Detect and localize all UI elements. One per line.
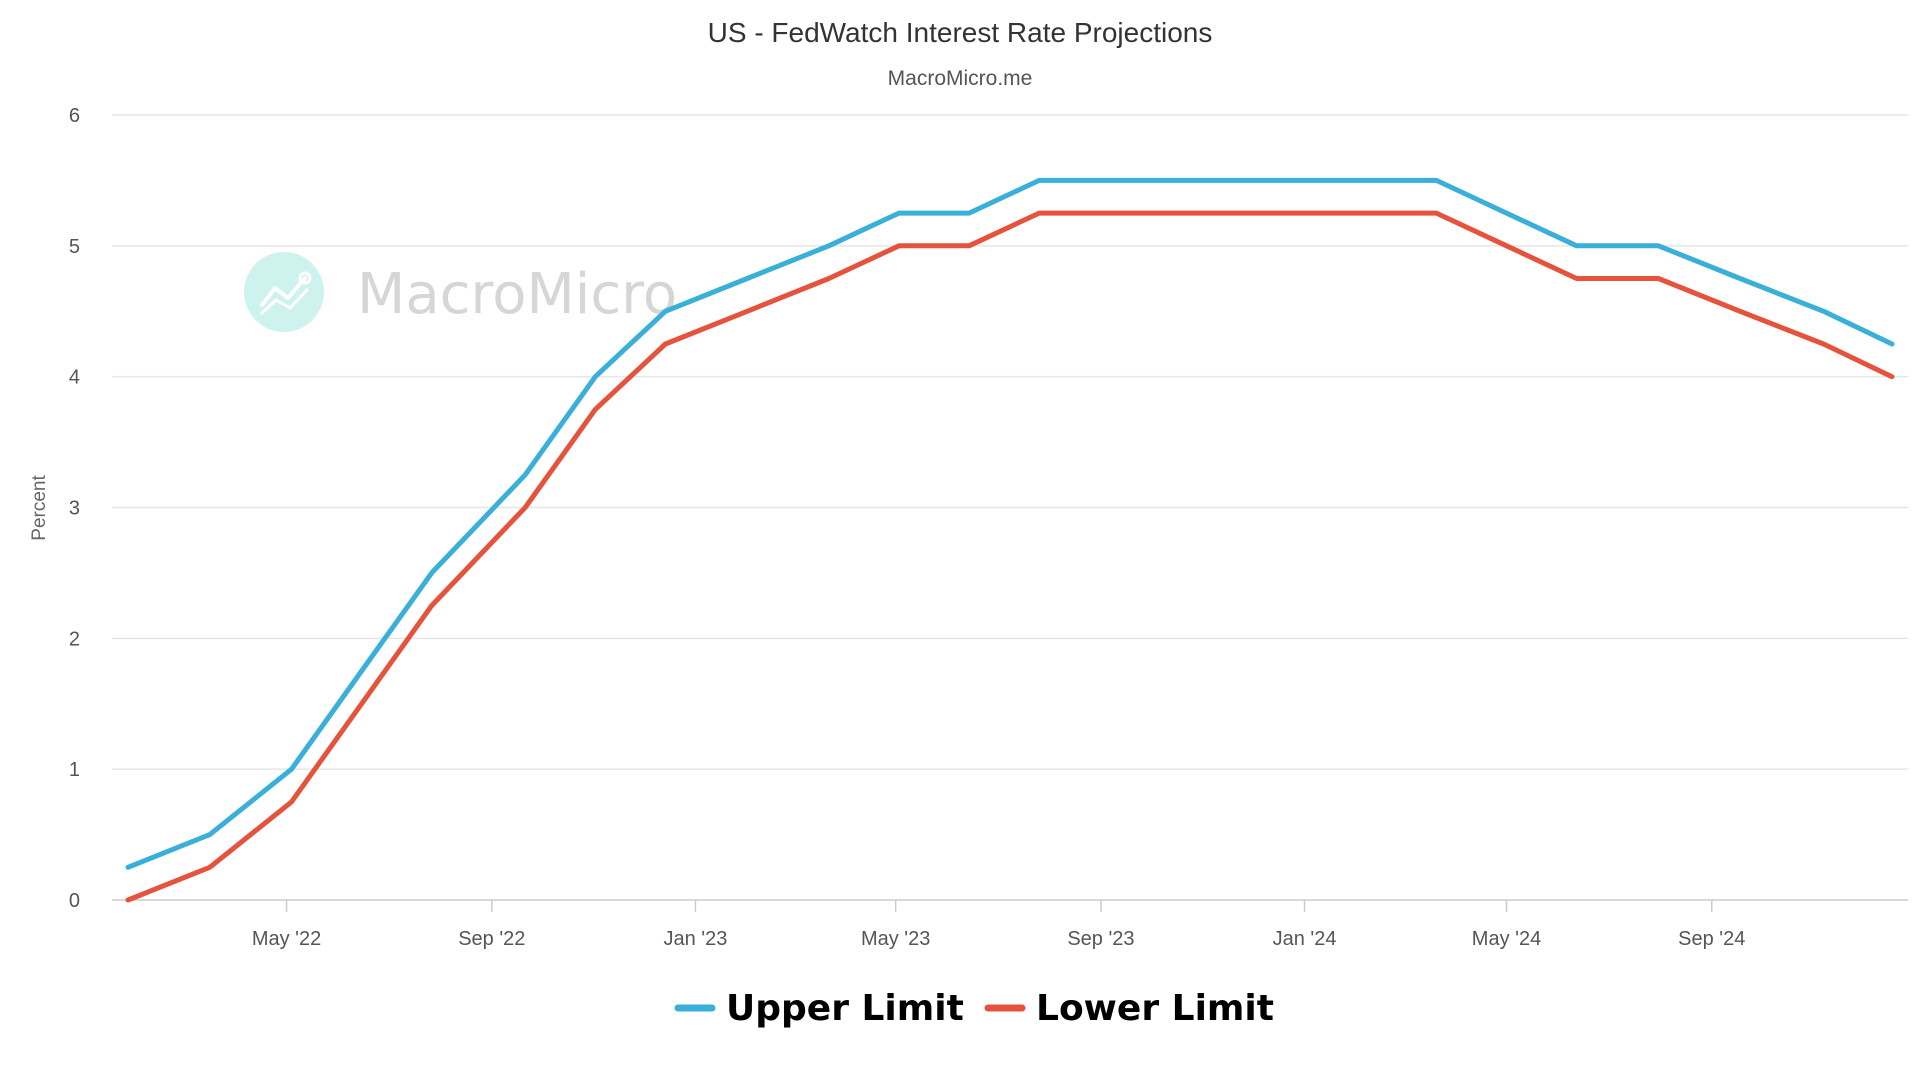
y-tick-label: 3 — [69, 498, 80, 520]
chart-subtitle: MacroMicro.me — [888, 67, 1033, 90]
x-tick-label: Sep '24 — [1678, 928, 1745, 950]
watermark-text: MacroMicro — [357, 262, 677, 327]
y-axis-ticks: 0 1 2 3 4 5 6 — [69, 105, 80, 912]
x-tick-label: May '24 — [1472, 928, 1541, 950]
y-tick-label: 1 — [69, 759, 80, 781]
y-tick-label: 5 — [69, 236, 80, 258]
x-tick-label: Jan '23 — [663, 928, 727, 950]
x-tick-label: Sep '23 — [1067, 928, 1134, 950]
x-tick-label: Sep '22 — [458, 928, 525, 950]
y-tick-label: 2 — [69, 628, 80, 650]
series-line-lower-limit — [125, 210, 1895, 903]
series-line-upper-limit — [125, 177, 1895, 870]
x-tick-label: May '22 — [252, 928, 321, 950]
x-tick-label: Jan '24 — [1273, 928, 1337, 950]
y-tick-label: 4 — [69, 367, 80, 389]
legend-label: Upper Limit — [726, 988, 964, 1029]
legend-item-lower-limit[interactable]: Lower Limit — [984, 988, 1274, 1029]
x-tick-label: May '23 — [861, 928, 930, 950]
chart-title: US - FedWatch Interest Rate Projections — [708, 17, 1213, 48]
y-tick-label: 0 — [69, 890, 80, 912]
y-tick-label: 6 — [69, 105, 80, 127]
legend-label: Lower Limit — [1036, 988, 1274, 1029]
legend[interactable]: Upper Limit Lower Limit — [674, 988, 1274, 1029]
watermark: MacroMicro — [244, 252, 677, 332]
macromicro-logo-icon — [244, 252, 324, 332]
y-axis-title: Percent — [29, 475, 50, 541]
legend-item-upper-limit[interactable]: Upper Limit — [674, 988, 964, 1029]
x-axis: May '22 Sep '22 Jan '23 May '23 Sep '23 Jan '… — [112, 899, 1908, 950]
grid-lines — [112, 114, 1908, 770]
series-lines — [125, 177, 1895, 903]
